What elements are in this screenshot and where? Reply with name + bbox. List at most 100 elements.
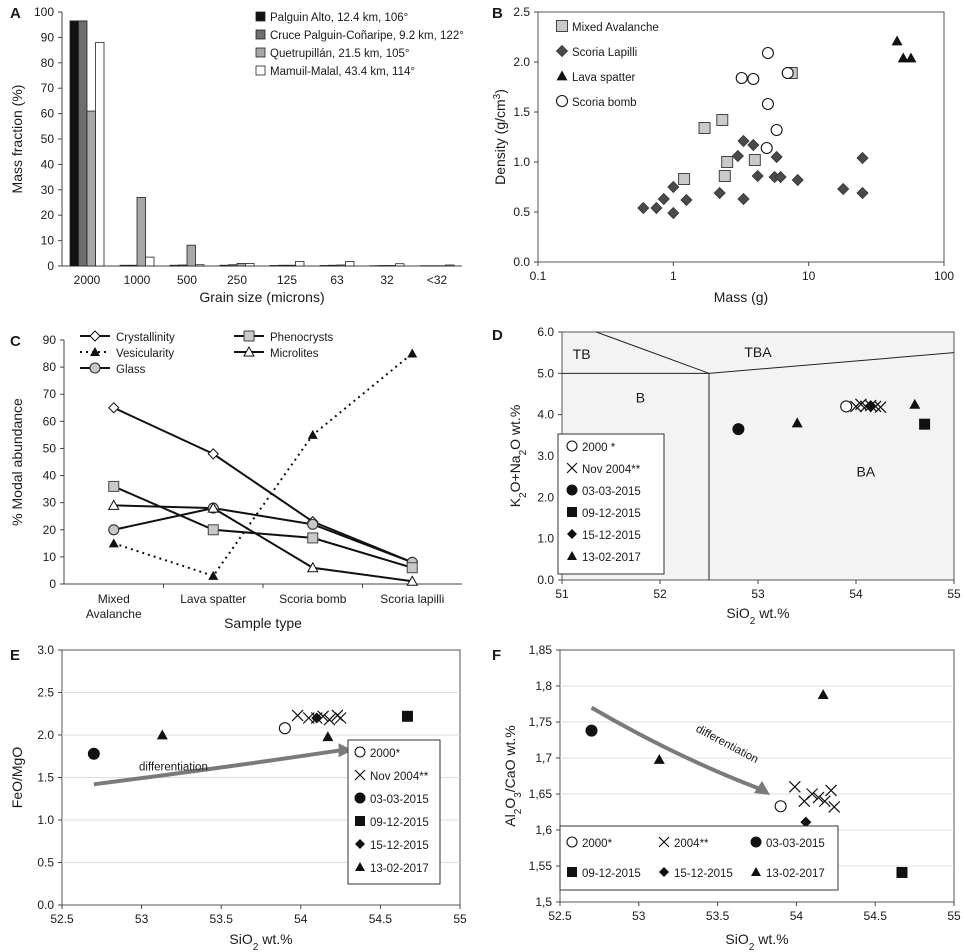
panel-letter: C (10, 333, 21, 350)
x-axis-title: SiO2 wt.% (726, 605, 789, 627)
x-tick-label: 100 (934, 269, 954, 283)
y-tick-label: 2.0 (537, 490, 554, 504)
legend-label: Lava spatter (572, 72, 635, 84)
bar (86, 110, 96, 267)
legend-label: Palguin Alto, 12.4 km, 106° (270, 12, 408, 24)
y-tick-label: 2.0 (37, 728, 54, 742)
x-tick-label: 0.1 (530, 269, 547, 283)
x-tick-label: 55 (947, 587, 961, 601)
x-tick-label: 53 (632, 909, 646, 923)
legend-marker (566, 836, 578, 848)
legend-label: Scoria bomb (572, 97, 637, 109)
x-tick-label: 53.5 (210, 912, 234, 926)
legend-label: 2000 * (582, 442, 616, 454)
data-point (334, 712, 347, 724)
y-axis-title: % Modal abundance (9, 398, 25, 526)
data-point (678, 173, 691, 185)
x-tick-label: 32 (380, 273, 394, 287)
legend-marker (354, 746, 366, 758)
annotation-label: differentiation (139, 762, 208, 774)
y-tick-label: 0.5 (37, 856, 54, 870)
x-tick-label: 54.5 (369, 912, 393, 926)
y-tick-label: 1,6 (535, 823, 552, 837)
legend-marker (659, 867, 669, 877)
legend-label: 15-12-2015 (370, 840, 429, 852)
x-tick-label: 52 (653, 587, 667, 601)
y-tick-label: 0.0 (537, 573, 554, 587)
panel-b: B 0.0 0.5 1.0 1.5 2.0 2.5 0.1 1 10 100 Mass (g) Dens… (492, 5, 955, 305)
label-part: K (507, 497, 523, 507)
bar (328, 264, 338, 267)
legend-label: Nov 2004** (582, 464, 641, 476)
series-line (113, 507, 413, 564)
data-point (781, 66, 794, 80)
series-line (113, 485, 413, 569)
legend-label: 13-02-2017 (582, 552, 641, 564)
data-point (207, 448, 219, 460)
y-tick-label: 1,75 (529, 715, 553, 729)
y-tick-label: 80 (41, 56, 55, 70)
x-tick-label: Scoria bomb (279, 592, 347, 606)
data-point (306, 561, 319, 573)
y-tick-label: 6.0 (537, 325, 554, 339)
legend-label: 13-02-2017 (370, 863, 429, 875)
legend-marker (556, 20, 568, 32)
x-tick-label: 52.5 (50, 912, 74, 926)
y-tick-label: 2.0 (513, 55, 530, 69)
data-point (667, 180, 680, 194)
data-point (735, 71, 748, 85)
differentiation-arrow (590, 705, 761, 791)
y-tick-label: 90 (43, 333, 57, 347)
y-tick-label: 50 (41, 132, 55, 146)
legend-marker (567, 551, 577, 560)
data-point (713, 186, 726, 200)
data-point (156, 729, 168, 740)
y-tick-label: 1,55 (529, 859, 553, 873)
series-line (113, 504, 413, 583)
y-tick-label: 0 (47, 259, 54, 273)
field-label: TB (573, 346, 591, 362)
data-point (87, 747, 100, 760)
data-point (747, 72, 760, 86)
y-tick-label: 1.0 (37, 813, 54, 827)
label-part: /CaO wt.% (502, 725, 518, 792)
bar (286, 264, 296, 267)
y-tick-label: 2.5 (37, 686, 54, 700)
legend-marker (243, 330, 255, 342)
y-tick-label: 1.0 (513, 155, 530, 169)
data-point (680, 193, 693, 207)
data-point (667, 206, 680, 220)
legend-marker (566, 440, 578, 452)
data-point (585, 724, 598, 737)
legend-marker (751, 867, 761, 876)
annotation-label: differentiation (694, 723, 760, 766)
bar (136, 197, 146, 267)
data-point (837, 182, 850, 196)
legend-marker (567, 529, 577, 539)
panel-letter: E (10, 647, 20, 664)
data-point (307, 518, 319, 530)
panel-d: D TB TBA B BA 0.0 1.0 2.0 3.0 4.0 5.0 6.0 51 52 53 54 55… (492, 325, 961, 627)
data-point (653, 753, 665, 764)
label-part: 2 (518, 492, 529, 498)
y-axis-title: Density (g/cm3) (492, 89, 509, 185)
data-point (207, 524, 219, 536)
x-tick-label: 54 (294, 912, 308, 926)
legend-label: Scoria Lapilli (572, 47, 637, 59)
bar (186, 244, 196, 267)
y-tick-label: 40 (43, 469, 57, 483)
legend-marker (566, 484, 578, 496)
legend-label: 15-12-2015 (582, 530, 641, 542)
legend-marker (89, 330, 101, 342)
y-tick-label: 1,65 (529, 787, 553, 801)
y-tick-label: 0.0 (37, 898, 54, 912)
x-tick-label: 55 (453, 912, 467, 926)
data-point (806, 788, 819, 800)
legend-swatch (255, 29, 266, 40)
data-point (108, 538, 119, 548)
data-point (774, 800, 787, 813)
data-point (891, 35, 903, 46)
label-part: wt.% (258, 931, 292, 947)
y-axis-title: Mass fraction (%) (9, 85, 25, 194)
data-point (751, 169, 764, 183)
